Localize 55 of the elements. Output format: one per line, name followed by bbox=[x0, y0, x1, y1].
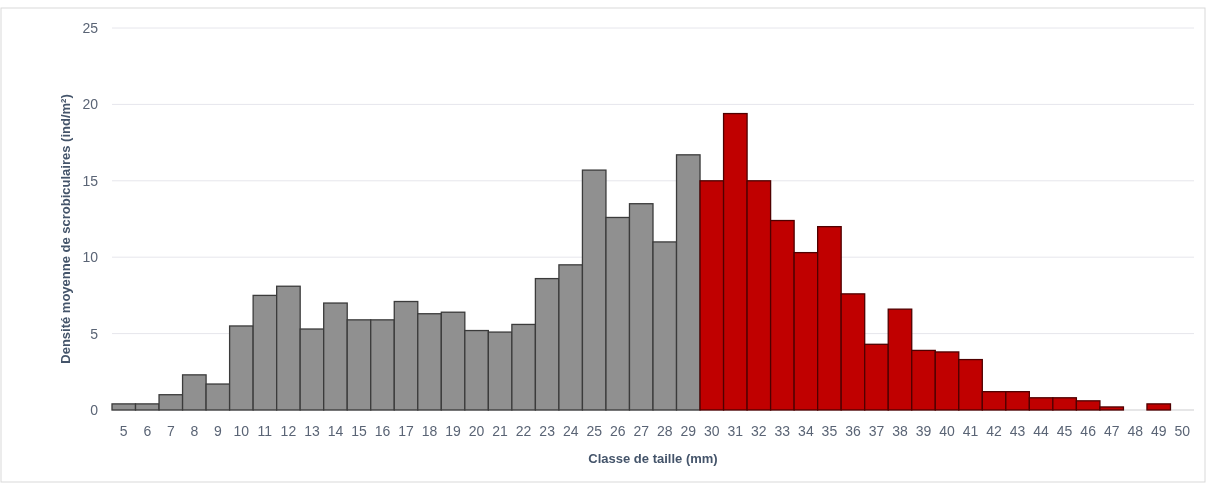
x-tick-label: 33 bbox=[774, 423, 791, 439]
y-axis-title: Densité moyenne de scrobiculaires (ind/m²) bbox=[58, 94, 73, 364]
x-tick-label: 19 bbox=[445, 423, 462, 439]
x-tick-label: 38 bbox=[892, 423, 908, 439]
x-tick-label: 41 bbox=[962, 423, 979, 439]
x-tick-label: 32 bbox=[751, 423, 767, 439]
x-tick-label: 26 bbox=[609, 423, 626, 439]
x-tick-label: 39 bbox=[915, 423, 932, 439]
x-tick-label: 42 bbox=[986, 423, 1003, 439]
x-tick-label: 7 bbox=[166, 423, 175, 439]
y-tick-label: 0 bbox=[90, 401, 99, 418]
y-tick-label: 25 bbox=[82, 19, 99, 36]
x-tick-label: 10 bbox=[233, 423, 250, 439]
x-tick-label: 8 bbox=[190, 423, 199, 439]
x-tick-label: 34 bbox=[798, 423, 814, 439]
x-tick-label: 46 bbox=[1080, 423, 1097, 439]
x-tick-label: 44 bbox=[1033, 423, 1050, 439]
x-tick-label: 23 bbox=[539, 423, 556, 439]
y-tick-label: 15 bbox=[82, 172, 99, 189]
x-tick-label: 12 bbox=[280, 423, 297, 439]
x-tick-label: 15 bbox=[351, 423, 367, 439]
x-tick-label: 25 bbox=[586, 423, 603, 439]
x-tick-label: 11 bbox=[257, 423, 273, 439]
x-tick-label: 21 bbox=[492, 423, 509, 439]
y-tick-label: 10 bbox=[82, 249, 99, 266]
bar bbox=[1146, 403, 1172, 411]
x-tick-label: 27 bbox=[633, 423, 650, 439]
x-tick-label: 37 bbox=[868, 423, 885, 439]
x-tick-label: 18 bbox=[421, 423, 438, 439]
x-tick-label: 29 bbox=[680, 423, 697, 439]
x-tick-label: 48 bbox=[1127, 423, 1144, 439]
x-tick-label: 49 bbox=[1150, 423, 1167, 439]
x-tick-label: 35 bbox=[821, 423, 838, 439]
x-tick-label: 30 bbox=[704, 423, 720, 439]
x-tick-label: 16 bbox=[374, 423, 391, 439]
x-tick-label: 5 bbox=[119, 423, 128, 439]
x-tick-label: 14 bbox=[327, 423, 344, 439]
x-tick-label: 6 bbox=[143, 423, 152, 439]
x-tick-label: 40 bbox=[939, 423, 956, 439]
x-tick-label: 13 bbox=[304, 423, 320, 439]
y-tick-label: 20 bbox=[82, 96, 99, 113]
x-tick-label: 20 bbox=[468, 423, 485, 439]
x-tick-label: 22 bbox=[515, 423, 532, 439]
x-tick-label: 24 bbox=[562, 423, 579, 439]
x-axis-title: Classe de taille (mm) bbox=[588, 451, 718, 466]
x-tick-label: 50 bbox=[1174, 423, 1191, 439]
x-tick-label: 43 bbox=[1009, 423, 1026, 439]
x-tick-label: 31 bbox=[727, 423, 744, 439]
x-tick-label: 17 bbox=[398, 423, 415, 439]
y-tick-label: 5 bbox=[90, 325, 99, 342]
x-tick-label: 9 bbox=[213, 423, 222, 439]
x-tick-label: 36 bbox=[845, 423, 861, 439]
x-tick-label: 28 bbox=[656, 423, 673, 439]
x-tick-label: 45 bbox=[1056, 423, 1073, 439]
x-tick-label: 47 bbox=[1103, 423, 1120, 439]
